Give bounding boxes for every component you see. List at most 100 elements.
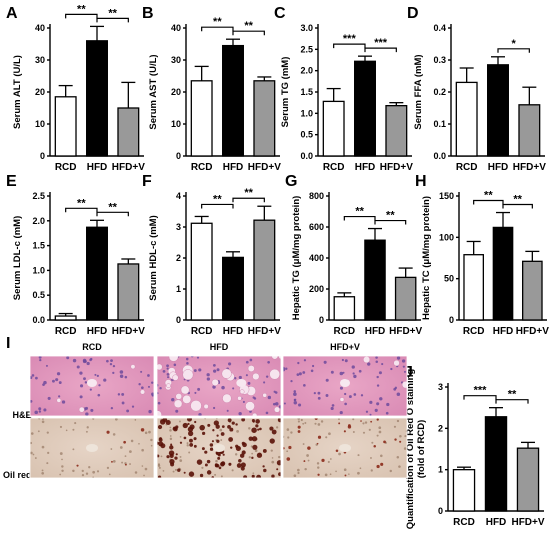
- y-tick-label: 2.5: [32, 191, 45, 201]
- lipid-droplet: [212, 429, 215, 432]
- lipid-vacuole: [140, 389, 146, 395]
- lipid-droplet: [199, 424, 205, 431]
- lipid-droplet: [182, 422, 188, 429]
- y-tick-label: 400: [309, 253, 324, 263]
- nucleus: [34, 457, 37, 459]
- lipid-droplet: [201, 447, 205, 451]
- lipid-droplet: [215, 452, 219, 455]
- significance-label: **: [77, 3, 86, 15]
- lipid-droplet: [106, 430, 110, 434]
- nucleus: [121, 401, 125, 405]
- nucleus: [169, 435, 172, 437]
- significance-bracket: [96, 17, 129, 23]
- lipid-droplet: [186, 418, 192, 422]
- nucleus: [352, 372, 355, 375]
- nucleus: [339, 371, 344, 376]
- lipid-droplet: [335, 449, 339, 453]
- lipid-droplet: [240, 466, 245, 471]
- nucleus: [119, 374, 124, 379]
- y-tick-label: 30: [171, 55, 181, 65]
- lipid-droplet: [255, 419, 260, 424]
- bar-hfd: [222, 256, 244, 321]
- lipid-droplet: [209, 447, 214, 451]
- y-tick-label: 0: [176, 315, 181, 325]
- nucleus: [66, 356, 70, 360]
- nucleus: [293, 474, 297, 478]
- significance-bracket: [343, 215, 376, 221]
- nucleus: [179, 459, 183, 462]
- lipid-droplet: [218, 466, 222, 470]
- y-tick-label: 1.0: [300, 108, 313, 118]
- lipid-droplet: [262, 448, 267, 453]
- nucleus: [213, 369, 217, 373]
- lipid-droplet: [188, 471, 195, 477]
- lipid-droplet: [256, 452, 263, 458]
- nucleus: [286, 450, 289, 453]
- lipid-droplet: [206, 470, 212, 475]
- lipid-droplet: [276, 460, 281, 466]
- nucleus: [352, 431, 355, 434]
- lipid-vacuole: [401, 381, 407, 389]
- nucleus: [330, 406, 334, 411]
- nucleus: [390, 367, 393, 371]
- nucleus: [335, 470, 337, 473]
- nucleus: [185, 357, 189, 361]
- micrograph-row-label-he: H&E: [12, 410, 31, 420]
- nucleus: [369, 400, 373, 404]
- lipid-droplet: [202, 431, 206, 436]
- lipid-droplet: [187, 422, 190, 426]
- nucleus: [364, 421, 368, 424]
- y-tick-label: 1: [176, 284, 181, 294]
- nucleus: [84, 381, 88, 384]
- nucleus: [331, 404, 335, 407]
- significance-bracket: [495, 399, 529, 404]
- nucleus: [98, 384, 101, 387]
- significance-label: **: [244, 20, 253, 32]
- y-axis-label: Serum TG (mM): [280, 57, 291, 128]
- lipid-vacuole: [269, 368, 280, 380]
- lipid-droplet: [174, 456, 178, 460]
- lipid-droplet: [360, 420, 362, 422]
- nucleus: [254, 449, 258, 453]
- nucleus: [58, 395, 61, 398]
- nucleus: [293, 392, 297, 396]
- nucleus: [106, 359, 109, 363]
- category-label: RCD: [191, 326, 213, 337]
- panel-label: D: [407, 5, 419, 22]
- nucleus: [248, 427, 251, 430]
- lipid-droplet: [76, 464, 79, 467]
- lipid-droplet: [239, 453, 245, 458]
- y-tick-label: 0.2: [433, 87, 446, 97]
- nucleus: [212, 364, 216, 367]
- chart-panel-f: F Serum HDL-c (mM) 0 1 2 3 4 RCD HFD HFD+V ** **: [142, 173, 281, 337]
- nucleus: [34, 410, 38, 415]
- nucleus: [404, 434, 407, 438]
- category-label: HFD: [493, 326, 514, 337]
- nucleus: [121, 461, 124, 464]
- bar-hfdv: [117, 107, 140, 157]
- central-vein: [339, 444, 351, 452]
- nucleus: [110, 406, 114, 410]
- nucleus: [389, 469, 393, 473]
- y-tick-label: 200: [309, 284, 324, 294]
- central-vein: [236, 379, 247, 387]
- y-tick-label: 0.0: [32, 315, 45, 325]
- bar-hfd: [354, 60, 376, 157]
- nucleus: [169, 429, 172, 432]
- nucleus: [115, 418, 118, 421]
- lipid-vacuole: [180, 385, 190, 395]
- significance-bracket: [497, 48, 530, 53]
- lipid-vacuole: [166, 383, 171, 388]
- nucleus: [273, 390, 276, 393]
- nucleus: [324, 473, 328, 477]
- nucleus: [43, 408, 47, 412]
- nucleus: [83, 377, 86, 381]
- nucleus: [119, 370, 124, 374]
- y-tick-label: 2: [438, 423, 443, 433]
- nucleus: [162, 469, 165, 472]
- category-label: HFD: [486, 517, 507, 528]
- nucleus: [38, 410, 42, 413]
- y-tick-label: 1: [438, 465, 443, 475]
- lipid-droplet: [235, 444, 239, 448]
